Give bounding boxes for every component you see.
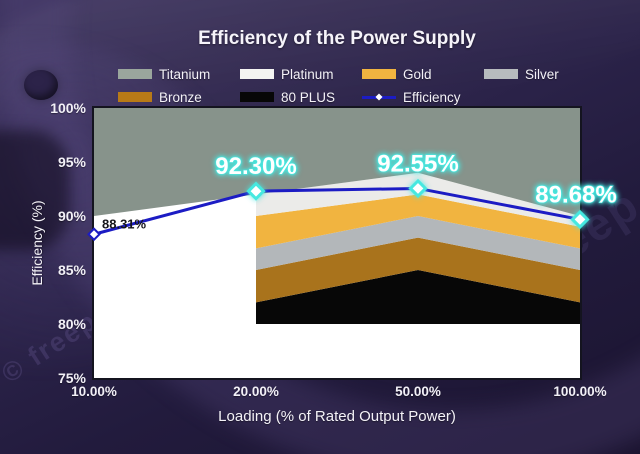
chart-legend: Titanium Platinum Gold Silver Bronze 80 PLUS E… [118,66,606,105]
legend-swatch-silver [484,69,518,79]
efficiency-marker-2 [408,178,428,199]
controller-shadow [0,130,70,250]
legend-item-silver: Silver [484,66,606,82]
y-tick-2: 90% [57,208,86,224]
band-titanium [94,108,580,216]
band-gold [256,194,580,249]
band-platinum [256,172,580,227]
efficiency-line [93,186,581,236]
x-tick-1: 20.00% [233,384,279,399]
y-tick-5: 75% [57,370,86,386]
efficiency-chart: 88.31% 92.30% 92.55% 89.68% [87,108,617,324]
y-axis-title: Efficiency (%) [29,200,45,286]
efficiency-marker-1 [246,181,266,201]
legend-swatch-bronze [118,92,152,102]
y-tick-3: 85% [57,262,86,278]
point-label-3: 89.68% [535,181,616,208]
x-tick-3: 100.00% [553,384,607,399]
legend-item-efficiency: Efficiency [362,89,484,105]
legend-swatch-titanium [118,69,152,79]
legend-line-marker-icon [362,95,396,99]
x-axis-title: Loading (% of Rated Output Power) [218,408,456,425]
legend-label-gold: Gold [403,66,432,82]
y-tick-1: 95% [57,154,86,170]
legend-item-gold: Gold [362,66,484,82]
legend-label-titanium: Titanium [159,66,211,82]
efficiency-marker-3 [570,209,590,230]
legend-label-silver: Silver [525,66,559,82]
band-silver [256,216,580,270]
band-80-plus [256,270,580,324]
legend-label-80-plus: 80 PLUS [281,89,336,105]
legend-item-80-plus: 80 PLUS [240,89,362,105]
controller-button [24,70,58,100]
legend-item-titanium: Titanium [118,66,240,82]
point-label-2: 92.55% [377,150,458,177]
point-label-0: 88.31% [102,216,147,231]
legend-label-bronze: Bronze [159,89,202,105]
point-label-1: 92.30% [215,153,296,180]
legend-item-platinum: Platinum [240,66,362,82]
y-tick-4: 80% [57,316,86,332]
plot-area: 88.31% 92.30% 92.55% 89.68% [87,106,617,380]
chart-title: Efficiency of the Power Supply [198,28,476,49]
legend-swatch-80-plus [240,92,274,102]
y-tick-0: 100% [50,100,86,116]
legend-label-platinum: Platinum [281,66,334,82]
x-tick-0: 10.00% [71,384,117,399]
legend-item-bronze: Bronze [118,89,240,105]
legend-label-efficiency: Efficiency [403,89,461,105]
legend-swatch-gold [362,69,396,79]
efficiency-marker-0 [87,227,101,242]
x-tick-2: 50.00% [395,384,441,399]
y-axis-ticks: 100% 95% 90% 85% 80% 75% [28,100,86,386]
legend-swatch-platinum [240,69,274,79]
